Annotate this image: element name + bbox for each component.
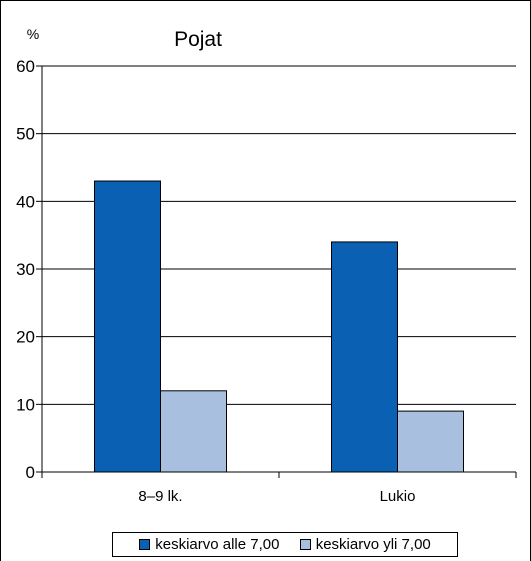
chart-title: Pojat	[174, 28, 222, 51]
y-axis-label: %	[27, 26, 39, 42]
legend: keskiarvo alle 7,00 keskiarvo yli 7,00	[112, 532, 458, 557]
legend-swatch-series-2	[299, 539, 311, 550]
legend-swatch-series-1	[139, 539, 151, 550]
y-tick-labels: 0 10 20 30 40 50 60	[16, 57, 35, 482]
axes	[36, 65, 517, 478]
x-tick-label: 8–9 lk.	[138, 488, 182, 505]
x-tick-labels: 8–9 lk. Lukio	[138, 488, 415, 505]
y-tick-label: 40	[16, 192, 35, 211]
bar-2-1	[160, 390, 227, 473]
legend-item-series-1: keskiarvo alle 7,00	[139, 536, 279, 553]
y-tick-label: 10	[16, 395, 35, 414]
bar-1-2	[331, 241, 398, 473]
x-tick-label: Lukio	[380, 488, 416, 505]
y-tick-label: 50	[16, 125, 35, 144]
y-tick-label: 0	[26, 463, 35, 482]
y-tick-label: 20	[16, 328, 35, 347]
legend-item-series-2: keskiarvo yli 7,00	[299, 536, 431, 553]
y-tick-label: 60	[16, 57, 35, 76]
legend-label-series-1: keskiarvo alle 7,00	[155, 536, 280, 553]
bar-2-2	[397, 410, 464, 473]
y-tick-label: 30	[16, 260, 35, 279]
bar-1-1	[94, 180, 161, 473]
legend-label-series-2: keskiarvo yli 7,00	[315, 536, 431, 553]
bars	[94, 180, 464, 473]
